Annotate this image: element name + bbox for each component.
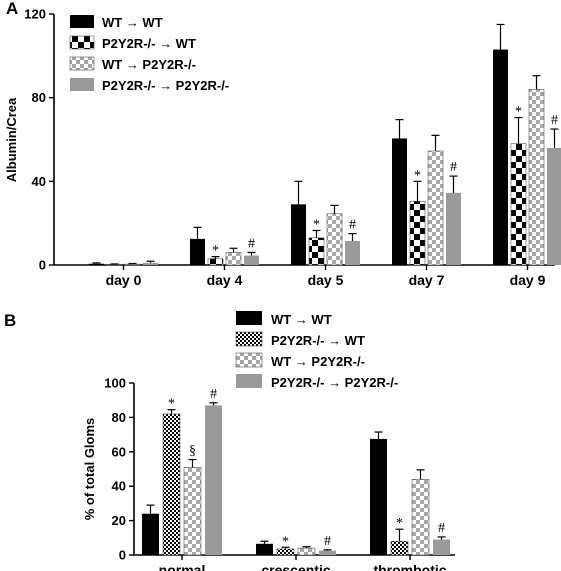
panel-a-chart: A 0 40 80 120 Albumin/Crea day 0 day 4 day 5 day … [4,0,561,288]
legend-swatch [70,15,94,28]
bar [446,192,461,265]
y-tick-label: 40 [112,479,126,494]
bar [433,539,450,555]
x-category-label: day 9 [510,272,546,288]
significance-marker: § [189,444,196,459]
x-category-label: thrombotic [373,562,446,571]
x-category-label: day 4 [207,272,243,288]
significance-marker: # [248,236,255,251]
bar [183,466,202,556]
bar [291,204,306,265]
x-category-label: day 5 [308,272,344,288]
bar [124,263,141,266]
significance-marker: # [450,160,457,175]
significance-marker: # [438,521,445,536]
bar [297,547,316,556]
significance-marker: * [414,168,421,183]
bar [528,89,545,266]
bar [392,138,407,265]
bar [205,405,222,555]
bar [89,263,104,265]
panel-label: B [4,311,16,330]
bar [510,143,527,266]
legend-swatch [235,352,263,368]
y-tick-label: 80 [32,90,46,105]
legend-label: P2Y2R-/- → WT [102,36,196,51]
y-tick-label: 40 [32,174,46,189]
bar [142,513,159,555]
legend-label: WT → WT [271,312,332,327]
x-category-label: day 7 [409,272,445,288]
panel-b-chart: B 0 20 40 60 80 100 % of total Gloms normal cresc… [4,311,455,571]
legend-swatch [236,311,262,325]
y-tick-label: 20 [112,513,126,528]
y-axis-label: % of total Gloms [82,418,97,521]
bar [207,258,224,266]
legend-swatch [70,78,94,91]
legend-label: WT → P2Y2R-/- [102,57,196,72]
bar [244,255,259,265]
bar [225,252,242,266]
significance-marker: # [210,387,217,402]
panel-label: A [6,0,18,18]
significance-marker: # [551,113,558,128]
bar [411,479,430,556]
y-tick-label: 0 [119,548,126,563]
x-category-label: day 0 [106,272,142,288]
bar [143,262,158,265]
bar [190,238,205,265]
bar [547,147,561,265]
significance-marker: * [282,534,289,549]
bar [162,413,181,556]
legend-label: P2Y2R-/- → P2Y2R-/- [271,375,398,390]
y-tick-label: 80 [112,410,126,425]
significance-marker: * [313,217,320,232]
legend-label: P2Y2R-/- → WT [271,333,365,348]
bar [493,49,508,265]
bar [308,237,325,266]
legend-swatch [69,56,95,71]
bar [409,200,426,266]
bar [276,548,295,556]
significance-marker: * [168,397,175,412]
significance-marker: # [324,534,331,549]
legend-label: WT → WT [102,15,163,30]
y-tick-label: 0 [39,258,46,273]
x-category-label: crescentic [261,562,330,571]
significance-marker: # [349,218,356,233]
bar [427,150,444,266]
bar [345,240,360,265]
legend-label: P2Y2R-/- → P2Y2R-/- [102,78,229,93]
x-category-label: normal [159,562,206,571]
legend-swatch [69,35,95,50]
y-axis-label: Albumin/Crea [4,97,19,182]
significance-marker: * [515,105,522,120]
legend-swatch [236,374,262,388]
significance-marker: * [396,516,403,531]
significance-marker: * [212,244,219,259]
y-tick-label: 60 [112,444,126,459]
legend-label: WT → P2Y2R-/- [271,354,365,369]
legend-swatch [235,331,263,347]
bar [326,213,343,266]
y-tick-label: 120 [24,7,46,22]
bar [256,543,273,555]
bar [390,540,409,556]
y-tick-label: 100 [104,376,126,391]
bar [370,438,387,555]
bar [319,550,336,555]
